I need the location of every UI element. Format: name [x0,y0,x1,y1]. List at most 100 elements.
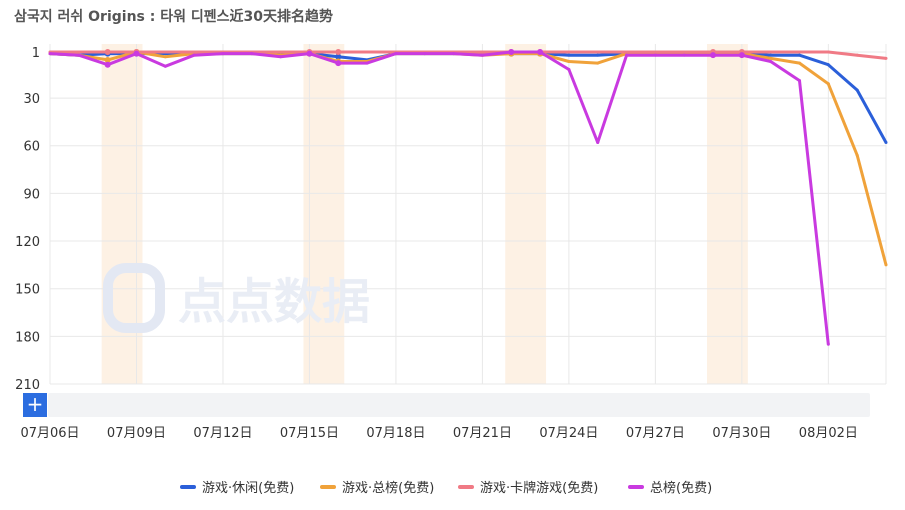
data-point-2-25 [769,50,773,54]
data-point-1-2 [104,56,111,63]
legend-label-1: 游戏·总榜(免费) [342,480,434,496]
data-point-3-10 [335,60,342,67]
x-tick-label-9: 08月02日 [799,426,858,441]
y-tick-label-5: 150 [15,283,40,298]
data-point-1-4 [163,55,167,59]
weekend-band-3 [707,44,748,384]
x-tick-label-6: 07月24日 [539,426,598,441]
data-point-2-15 [480,50,484,54]
data-point-3-27 [826,342,830,346]
y-tick-label-6: 180 [15,330,40,345]
data-point-2-21 [653,50,657,54]
data-point-3-6 [221,52,225,56]
data-point-3-17 [537,49,544,55]
y-tick-label-0: 1 [32,46,40,61]
data-point-3-9 [306,50,313,57]
data-point-3-23 [710,52,717,59]
watermark-text: 点点数据 [178,274,370,330]
data-point-1-18 [567,60,571,64]
watermark-logo [103,263,165,333]
data-point-3-24 [738,52,745,59]
data-point-2-29 [884,56,888,60]
x-tick-label-8: 07月30日 [712,426,771,441]
data-point-3-21 [653,53,657,57]
data-point-0-10 [335,53,342,60]
legend-label-2: 游戏·卡牌游戏(免费) [480,480,598,496]
add-icon[interactable]: + [23,393,47,417]
data-point-3-8 [279,55,283,59]
data-point-3-1 [77,53,81,57]
data-point-3-3 [133,50,140,57]
data-point-0-18 [567,53,571,57]
data-point-2-26 [798,50,802,54]
data-point-3-12 [394,52,398,56]
x-tick-label-4: 07月18日 [366,426,425,441]
data-point-3-13 [423,52,427,56]
y-tick-label-4: 120 [15,235,40,250]
data-point-3-16 [508,49,515,55]
data-point-2-10 [335,49,342,55]
range-scrollbar[interactable] [48,393,870,417]
x-tick-label-0: 07月06日 [20,426,79,441]
data-point-3-18 [567,67,571,71]
data-point-1-27 [826,82,830,86]
legend-swatch-2 [458,485,474,489]
series-line-1 [49,50,888,266]
data-point-2-27 [826,50,830,54]
data-point-2-19 [596,50,600,54]
data-point-3-0 [48,52,52,56]
y-tick-label-3: 90 [23,187,40,202]
data-point-0-26 [798,53,802,57]
y-tick-label-1: 30 [23,92,40,107]
x-tick-label-5: 07月21日 [453,426,512,441]
data-point-2-5 [192,50,196,54]
data-point-2-28 [855,53,859,57]
data-point-3-25 [769,60,773,64]
data-point-2-1 [77,50,81,54]
x-tick-label-1: 07月09日 [107,426,166,441]
data-point-2-18 [567,50,571,54]
data-point-3-15 [480,53,484,57]
data-point-2-11 [365,50,369,54]
data-point-2-8 [279,50,283,54]
data-point-1-25 [769,56,773,60]
data-point-2-2 [104,49,111,55]
legend-label-0: 游戏·休闲(免费) [202,481,294,496]
weekend-band-2 [505,44,547,384]
data-point-3-2 [104,61,111,68]
data-point-3-14 [452,52,456,56]
data-point-1-19 [596,61,600,65]
legend-swatch-1 [320,485,336,489]
data-point-0-29 [884,141,888,145]
series-line-2 [50,50,887,60]
data-point-3-5 [192,53,196,57]
legend-swatch-0 [180,485,196,489]
legend-label-3: 总榜(免费) [650,480,712,496]
x-tick-label-3: 07月15日 [280,426,339,441]
x-tick-label-2: 07月12日 [193,426,252,441]
data-point-1-26 [798,61,802,65]
data-point-3-20 [625,53,629,57]
data-point-1-29 [884,263,888,267]
y-tick-label-2: 60 [23,140,40,155]
data-point-2-22 [682,50,686,54]
data-point-2-20 [625,50,629,54]
data-point-3-7 [250,52,254,56]
series-line-3 [49,50,830,345]
data-point-2-4 [163,50,167,54]
chart-title: 삼국지 러쉬 Origins : 타워 디펜스近30天排名趋势 [14,9,333,25]
data-point-0-27 [826,63,830,67]
data-point-1-28 [855,153,859,157]
x-tick-label-7: 07月27日 [626,426,685,441]
y-tick-label-7: 210 [15,378,40,393]
weekend-band-1 [303,44,345,384]
data-point-0-25 [769,53,773,57]
data-point-3-26 [798,79,802,83]
data-point-0-28 [855,88,859,92]
data-point-3-19 [596,141,600,145]
data-point-3-22 [682,53,686,57]
data-point-0-19 [596,53,600,57]
data-point-3-11 [365,61,369,65]
legend-swatch-3 [628,485,644,489]
